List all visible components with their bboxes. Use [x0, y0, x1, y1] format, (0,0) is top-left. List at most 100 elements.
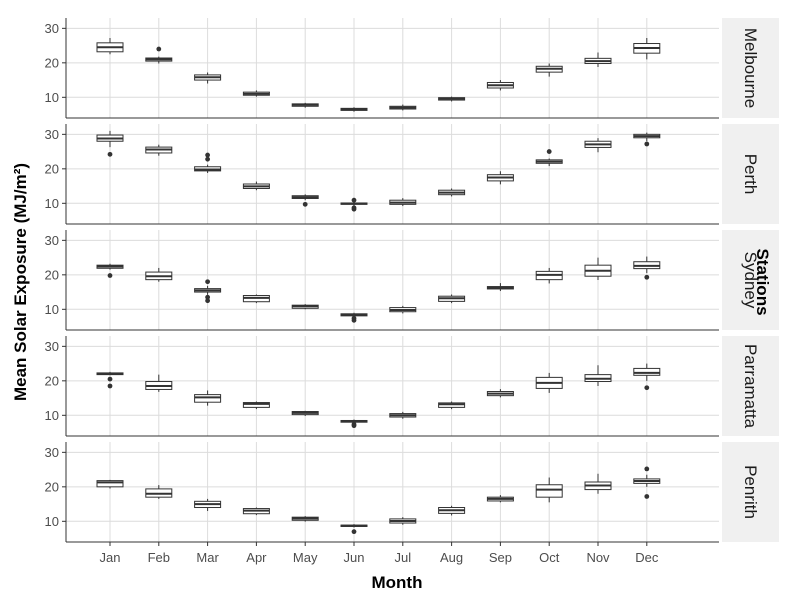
box-iqr: [194, 394, 222, 403]
box-aug: [438, 294, 466, 304]
box-oct: [535, 63, 563, 77]
box-dec: [633, 466, 661, 499]
outlier-point: [107, 376, 113, 382]
box-iqr: [96, 480, 124, 488]
box-mar: [194, 152, 222, 173]
strip-penrith: [722, 442, 779, 542]
box-jun: [340, 107, 368, 112]
y-tick-label: 30: [45, 339, 59, 354]
y-tick-label: 10: [45, 408, 59, 423]
legend-title-stations: Stations: [753, 248, 772, 315]
outlier-point: [351, 197, 357, 203]
x-tick-label-aug: Aug: [440, 550, 463, 565]
strip-melbourne: [722, 18, 779, 118]
y-tick-label: 30: [45, 21, 59, 36]
outlier-point: [644, 466, 650, 472]
outlier-point: [205, 279, 211, 285]
strip-label-penrith: Penrith: [741, 465, 760, 519]
box-jan: [96, 263, 124, 278]
box-iqr: [535, 484, 563, 498]
box-apr: [242, 181, 270, 191]
panel-penrith: 10 20 30: [45, 442, 719, 543]
box-nov: [584, 365, 612, 386]
panel-perth: 10 20 30: [45, 124, 719, 225]
box-nov: [584, 52, 612, 67]
strip-parramatta: [722, 336, 779, 436]
outlier-point: [302, 201, 308, 207]
box-feb: [145, 267, 173, 282]
box-oct: [535, 477, 563, 503]
x-tick-label-oct: Oct: [539, 550, 560, 565]
box-sep: [486, 495, 514, 503]
box-jun: [340, 524, 368, 535]
y-tick-label: 10: [45, 514, 59, 529]
box-jan: [96, 38, 124, 55]
box-mar: [194, 279, 222, 304]
box-sep: [486, 389, 514, 398]
y-tick-label: 20: [45, 161, 59, 176]
box-apr: [242, 507, 270, 516]
box-mar: [194, 498, 222, 511]
y-tick-label: 20: [45, 373, 59, 388]
box-oct: [535, 149, 563, 167]
strip-column: Melbourne Perth Sydney Parramatta Penrith: [722, 18, 779, 542]
box-may: [291, 516, 319, 522]
box-feb: [145, 46, 173, 64]
panel-parramatta: 10 20 30: [45, 336, 719, 437]
box-sep: [486, 171, 514, 185]
box-jun: [340, 312, 368, 323]
box-mar: [194, 72, 222, 84]
box-feb: [145, 485, 173, 499]
box-dec: [633, 132, 661, 147]
box-dec: [633, 38, 661, 60]
box-jul: [389, 411, 417, 419]
box-may: [291, 410, 319, 416]
y-tick-label: 20: [45, 55, 59, 70]
box-sep: [486, 80, 514, 91]
box-iqr: [633, 367, 661, 376]
box-feb: [145, 144, 173, 156]
box-mar: [194, 390, 222, 406]
box-nov: [584, 138, 612, 153]
outlier-point: [107, 273, 113, 278]
y-tick-label: 10: [45, 196, 59, 211]
x-tick-label-mar: Mar: [196, 550, 219, 565]
box-jun: [340, 197, 368, 212]
box-apr: [242, 294, 270, 304]
y-axis-title: Mean Solar Exposure (MJ/m²): [11, 163, 30, 401]
box-jun: [340, 419, 368, 429]
outlier-point: [351, 529, 357, 535]
panel-sydney: 10 20 30: [45, 230, 719, 331]
box-sep: [486, 283, 514, 292]
y-tick-label: 20: [45, 479, 59, 494]
outlier-point: [205, 152, 211, 158]
box-iqr: [242, 402, 270, 408]
box-dec: [633, 363, 661, 391]
box-aug: [438, 505, 466, 516]
panel-melbourne: 10 20 30: [45, 18, 719, 119]
box-feb: [145, 374, 173, 392]
strip-perth: [722, 124, 779, 224]
outlier-point: [351, 421, 357, 427]
outlier-point: [205, 298, 211, 304]
outlier-point: [644, 494, 650, 499]
outlier-point: [205, 294, 211, 300]
outlier-point: [644, 385, 650, 391]
strip-label-sydney: Sydney: [741, 252, 760, 309]
facet-panels: 10 20 30 10 20 30 10 20 30 10 20 30 10 20 30: [45, 18, 719, 543]
box-jul: [389, 104, 417, 111]
box-aug: [438, 96, 466, 102]
box-nov: [584, 473, 612, 494]
outlier-point: [644, 141, 650, 147]
box-jan: [96, 479, 124, 489]
x-tick-label-jan: Jan: [100, 550, 121, 565]
box-may: [291, 102, 319, 108]
outlier-point: [644, 274, 650, 280]
outlier-point: [156, 46, 162, 52]
box-jul: [389, 517, 417, 525]
x-tick-label-feb: Feb: [148, 550, 170, 565]
y-tick-label: 10: [45, 302, 59, 317]
box-jan: [96, 130, 124, 157]
y-tick-label: 30: [45, 445, 59, 460]
